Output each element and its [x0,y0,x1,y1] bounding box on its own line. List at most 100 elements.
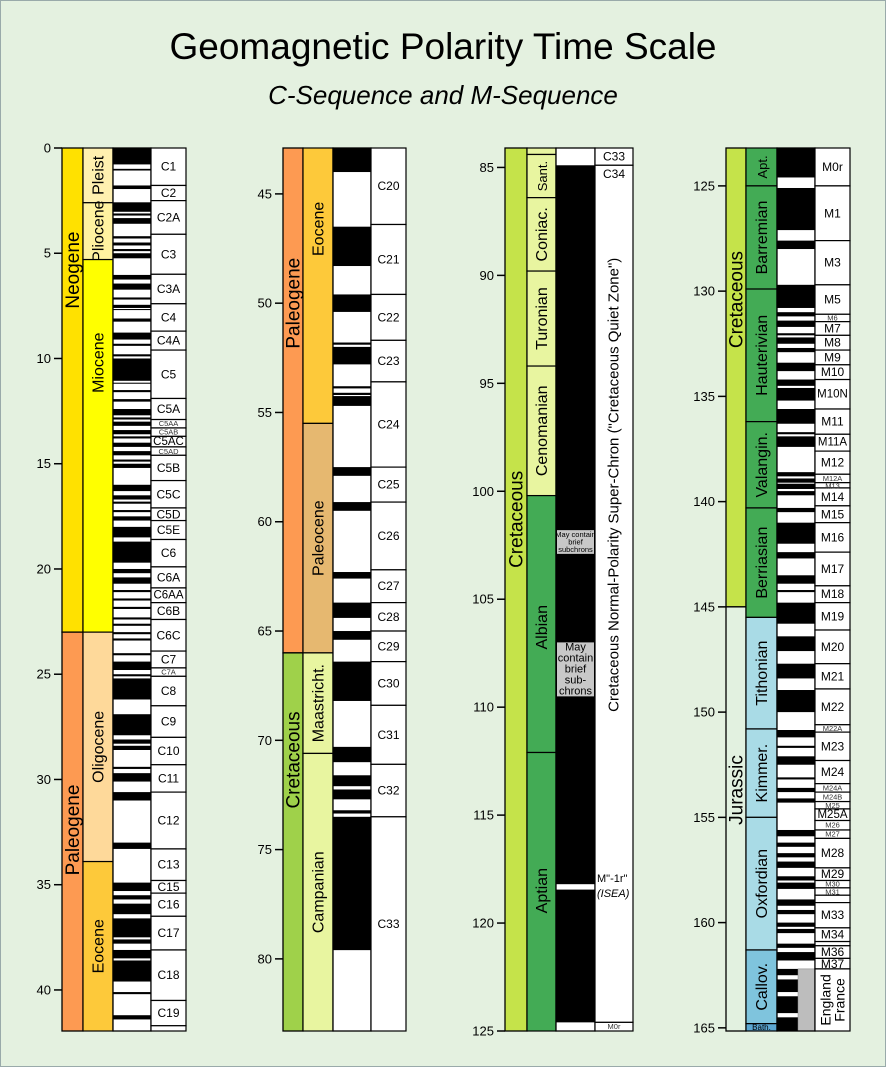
normal-polarity-interval [777,756,815,765]
chron-cell [370,223,407,296]
epoch-label: Valangin. [754,432,771,498]
chron-label: C25 [377,478,399,492]
chron-cell [370,602,407,632]
normal-polarity-interval [113,882,151,892]
chron-cell [150,705,187,738]
normal-polarity-interval [777,829,815,837]
chron-label: C4 [161,310,177,324]
normal-polarity-interval [777,491,815,496]
normal-polarity-interval [113,745,151,750]
epoch-block [745,185,778,290]
normal-polarity-interval [113,792,151,801]
axis-tick-label: 150 [693,705,715,720]
epoch-label: Berriasian [754,527,771,599]
chron-label: C32 [377,784,399,798]
normal-polarity-interval [113,297,151,300]
normal-polarity-interval [113,526,151,538]
normal-polarity-interval [113,421,151,426]
time-column-1: 0 5 10 15 20 25 30 35 40 Neogene Paleogene Pleist Pl… [37,141,187,1032]
chron-label: M37 [821,957,845,971]
chron-label: C23 [377,354,399,368]
normal-polarity-interval [777,284,815,308]
normal-polarity-interval [777,347,815,353]
epoch-label: Maastricht. [311,664,328,742]
chron-label: M19 [821,609,845,623]
epoch-label: Coniac. [534,207,551,261]
chron-label: C29 [377,639,399,653]
chron-label: C19 [157,1006,179,1020]
normal-polarity-interval [113,661,151,671]
chron-label: M14 [821,490,845,504]
normal-polarity-interval [113,309,151,311]
epoch-label: Oligocene [91,711,108,783]
normal-polarity-interval [333,661,371,701]
normal-polarity-interval [113,577,151,584]
normal-polarity-interval [777,968,815,976]
epoch-block [302,422,334,654]
normal-polarity-interval [777,909,815,915]
epoch-label: Sant. [535,161,550,191]
chron-label: C20 [377,179,399,193]
chron-label: M15 [821,507,845,521]
epoch-label: Miocene [91,332,108,393]
epoch-block [82,202,114,261]
chron-cell [814,602,851,631]
chron-label: M21 [821,669,845,683]
chron-label: M6 [827,313,837,322]
isea-label-bg [596,871,632,902]
normal-polarity-interval [333,572,371,579]
epoch-label: Cenomanian [534,385,551,476]
normal-polarity-interval [333,467,371,476]
axis-tick-label: 125 [693,178,715,193]
subchron-note-text: brief [568,538,584,547]
normal-polarity-interval [113,148,151,165]
normal-polarity-interval [777,943,815,948]
normal-polarity-interval [777,590,815,593]
normal-polarity-interval [777,602,815,624]
epoch-block [526,147,557,156]
subchron-note-box [557,642,594,697]
axis-tick-label: 65 [258,624,272,639]
chron-label: C9 [161,715,177,729]
chron-label: C6C [156,628,180,642]
chron-label: M24 [821,765,845,779]
normal-polarity-interval [113,218,151,224]
normal-polarity-interval [777,483,815,489]
normal-polarity-interval [777,663,815,679]
chron-cell [370,661,407,706]
chron-label: M1 [824,206,841,220]
chron-label: C8 [161,684,177,698]
axis-tick-label: 70 [258,733,272,748]
subchron-note-text: contain [558,652,593,664]
epoch-block [526,751,557,1032]
normal-polarity-interval [333,342,371,345]
chron-label: M29 [821,867,845,881]
chron-cell [150,949,187,1002]
normal-polarity-interval [556,165,595,885]
chron-label: C30 [377,676,399,690]
epoch-label: Oxfordian [754,849,771,918]
chron-cell [370,501,407,571]
chron-cell [814,408,851,435]
epoch-label: Bath. [752,1023,771,1032]
normal-polarity-interval [777,320,815,327]
chron-label: M30 [825,880,840,889]
normal-polarity-interval [333,396,371,406]
epoch-label: Hauterivian [754,315,771,396]
normal-polarity-interval [113,451,151,456]
chron-label: M26 [825,821,840,830]
axis-tick-label: 85 [480,160,494,175]
epoch-block [745,288,778,423]
chron-label: M24A [823,783,843,792]
chron-label: C17 [157,926,179,940]
normal-polarity-interval [113,202,151,212]
chron-label: M22 [821,700,845,714]
normal-polarity-interval [777,798,815,803]
axis-tick-label: 95 [480,376,494,391]
normal-polarity-interval [113,678,151,700]
chron-label: M33 [821,908,845,922]
chron-label: M16 [821,530,845,544]
axis-tick-label: 120 [472,916,494,931]
chron-label: C5D [156,507,180,521]
chron-cell [150,538,187,568]
